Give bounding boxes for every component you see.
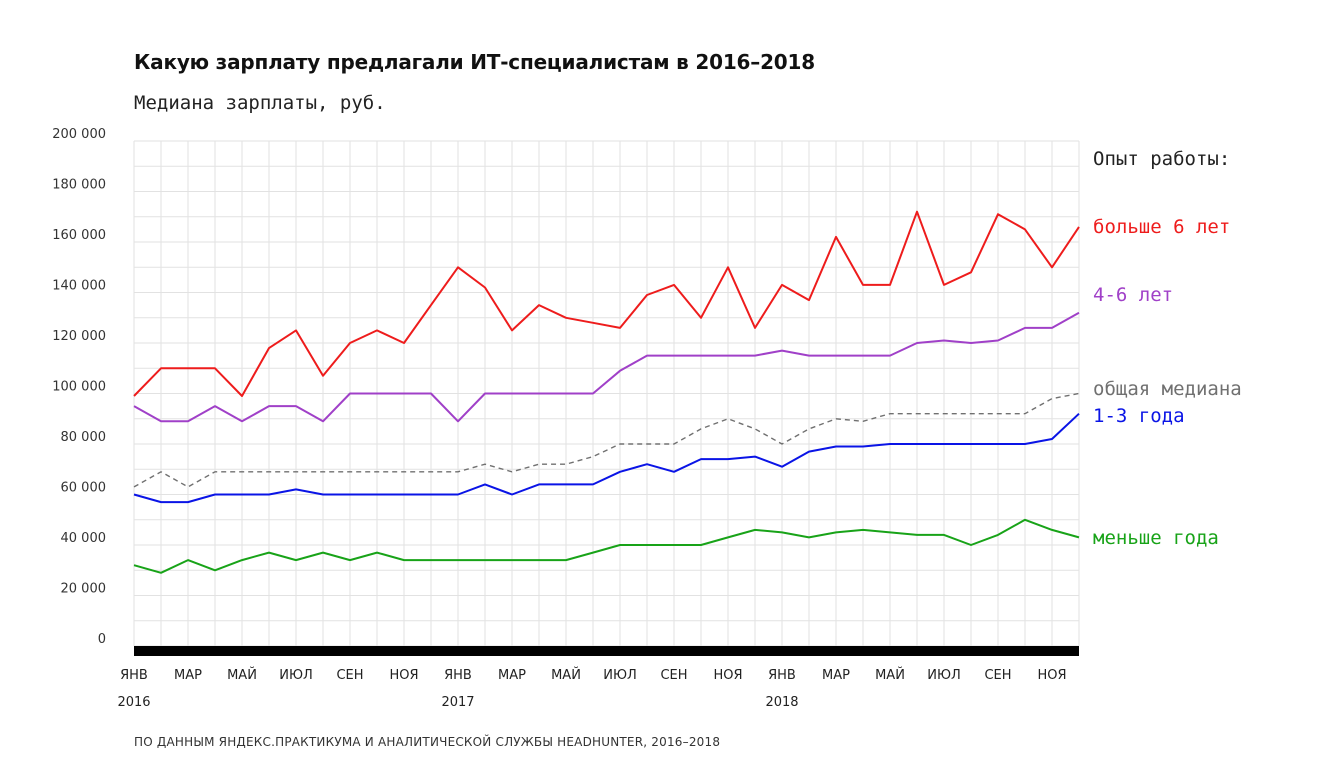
- x-year-label: 2017: [441, 695, 474, 710]
- x-tick-label: МАР: [174, 668, 202, 683]
- y-tick-label: 120 000: [52, 329, 106, 344]
- x-axis-ticks: ЯНВ 2016 МАР МАЙ ИЮЛ СЕН НОЯ ЯНВ 2017 МАР МАЙ ИЮЛ СЕ…: [117, 667, 1066, 710]
- y-tick-label: 160 000: [52, 228, 106, 243]
- x-tick-label: МАР: [498, 668, 526, 683]
- x-tick-label: СЕН: [660, 668, 687, 683]
- y-tick-label: 40 000: [61, 531, 107, 546]
- y-tick-label: 80 000: [61, 430, 107, 445]
- y-tick-label: 60 000: [61, 481, 107, 496]
- legend-item: 1-3 года: [1093, 405, 1185, 427]
- y-axis-ticks: 0 20 000 40 000 60 000 80 000 100 000 120 000 1…: [52, 127, 106, 647]
- chart-subtitle: Медиана зарплаты, руб.: [134, 92, 386, 114]
- x-tick-label: МАЙ: [875, 667, 905, 683]
- x-tick-label: НОЯ: [389, 668, 418, 683]
- x-tick-label: ЯНВ: [768, 668, 796, 683]
- series-lines: [133, 210, 1080, 574]
- series-line: [133, 311, 1080, 423]
- series-line: [133, 210, 1080, 397]
- chart-title: Какую зарплату предлагали ИТ-специалиста…: [134, 50, 815, 74]
- y-tick-label: 0: [98, 632, 106, 647]
- x-tick-label: МАЙ: [551, 667, 581, 683]
- y-tick-label: 200 000: [52, 127, 106, 142]
- x-tick-label: НОЯ: [713, 668, 742, 683]
- x-tick-label: СЕН: [336, 668, 363, 683]
- x-tick-label: НОЯ: [1037, 668, 1066, 683]
- x-tick-label: МАР: [822, 668, 850, 683]
- y-tick-label: 20 000: [61, 582, 107, 597]
- x-year-label: 2016: [117, 695, 150, 710]
- series-line: [133, 392, 1080, 488]
- y-tick-label: 140 000: [52, 279, 106, 294]
- grid-lines: [133, 140, 1080, 647]
- legend-title: Опыт работы:: [1093, 148, 1231, 170]
- x-tick-label: ИЮЛ: [927, 668, 961, 683]
- series-line: [133, 412, 1080, 504]
- x-tick-label: ИЮЛ: [279, 668, 313, 683]
- legend-item: меньше года: [1093, 527, 1219, 549]
- legend-item: общая медиана: [1093, 378, 1242, 400]
- x-tick-label: МАЙ: [227, 667, 257, 683]
- legend-item: больше 6 лет: [1093, 216, 1231, 238]
- y-tick-label: 100 000: [52, 380, 106, 395]
- x-year-label: 2018: [765, 695, 798, 710]
- source-note: ПО ДАННЫМ ЯНДЕКС.ПРАКТИКУМА И АНАЛИТИЧЕС…: [134, 735, 721, 749]
- y-tick-label: 180 000: [52, 178, 106, 193]
- legend-item: 4-6 лет: [1093, 284, 1174, 306]
- x-tick-label: ЯНВ: [444, 668, 472, 683]
- x-axis-baseline: [134, 646, 1079, 656]
- series-line: [133, 518, 1080, 574]
- x-tick-label: ЯНВ: [120, 668, 148, 683]
- x-tick-label: СЕН: [984, 668, 1011, 683]
- x-tick-label: ИЮЛ: [603, 668, 637, 683]
